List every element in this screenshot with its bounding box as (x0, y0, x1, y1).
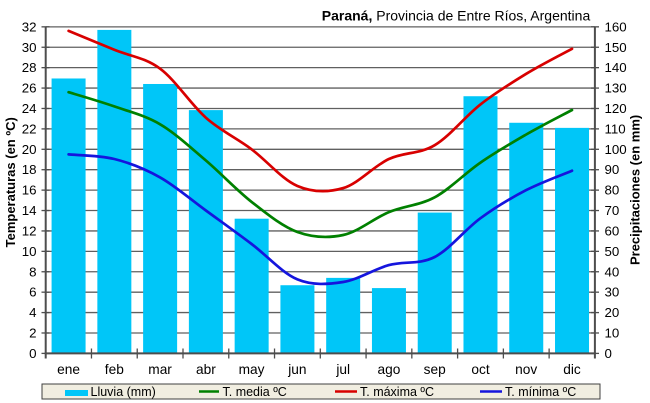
svg-text:80: 80 (605, 183, 620, 198)
svg-text:160: 160 (605, 19, 627, 34)
svg-text:jul: jul (335, 362, 350, 377)
svg-text:30: 30 (605, 285, 620, 300)
svg-text:70: 70 (605, 203, 620, 218)
svg-text:jun: jun (287, 362, 306, 377)
svg-text:20: 20 (605, 305, 620, 320)
svg-text:24: 24 (22, 101, 37, 116)
svg-text:140: 140 (605, 60, 627, 75)
svg-text:4: 4 (29, 305, 36, 320)
svg-text:10: 10 (605, 325, 620, 340)
svg-text:20: 20 (22, 142, 37, 157)
svg-text:dic: dic (563, 362, 581, 377)
svg-text:10: 10 (22, 244, 37, 259)
svg-text:ago: ago (377, 362, 400, 377)
svg-text:90: 90 (605, 162, 620, 177)
svg-text:110: 110 (605, 121, 626, 136)
svg-text:14: 14 (22, 203, 37, 218)
svg-text:Paraná, Provincia de Entre Río: Paraná, Provincia de Entre Ríos, Argenti… (322, 8, 591, 24)
svg-text:Precipitaciones (en mm): Precipitaciones (en mm) (628, 115, 643, 265)
svg-text:may: may (239, 362, 265, 377)
svg-text:0: 0 (29, 346, 36, 361)
svg-text:18: 18 (22, 162, 37, 177)
svg-text:30: 30 (22, 40, 37, 55)
svg-text:2: 2 (29, 325, 36, 340)
svg-text:T. máxima ºC: T. máxima ºC (360, 385, 434, 399)
svg-text:100: 100 (605, 142, 627, 157)
svg-text:60: 60 (605, 223, 620, 238)
svg-text:12: 12 (22, 223, 37, 238)
svg-text:28: 28 (22, 60, 37, 75)
svg-text:feb: feb (105, 362, 124, 377)
svg-text:150: 150 (605, 40, 627, 55)
svg-text:Lluvia (mm): Lluvia (mm) (91, 385, 156, 399)
svg-text:26: 26 (22, 81, 37, 96)
svg-text:6: 6 (29, 285, 36, 300)
svg-text:40: 40 (605, 264, 620, 279)
svg-text:8: 8 (29, 264, 36, 279)
svg-text:T. mínima ºC: T. mínima ºC (505, 385, 576, 399)
svg-text:mar: mar (148, 362, 172, 377)
svg-text:0: 0 (605, 346, 612, 361)
svg-text:sep: sep (424, 362, 446, 377)
svg-text:oct: oct (471, 362, 489, 377)
svg-text:32: 32 (22, 19, 37, 34)
svg-text:22: 22 (22, 121, 37, 136)
svg-text:T. media ºC: T. media ºC (223, 385, 287, 399)
svg-text:130: 130 (605, 81, 627, 96)
svg-text:nov: nov (515, 362, 537, 377)
svg-text:120: 120 (605, 101, 627, 116)
svg-text:Temperaturas (en ºC): Temperaturas (en ºC) (3, 117, 18, 247)
svg-text:50: 50 (605, 244, 620, 259)
svg-text:abr: abr (196, 362, 216, 377)
svg-text:ene: ene (57, 362, 80, 377)
svg-text:16: 16 (22, 183, 37, 198)
